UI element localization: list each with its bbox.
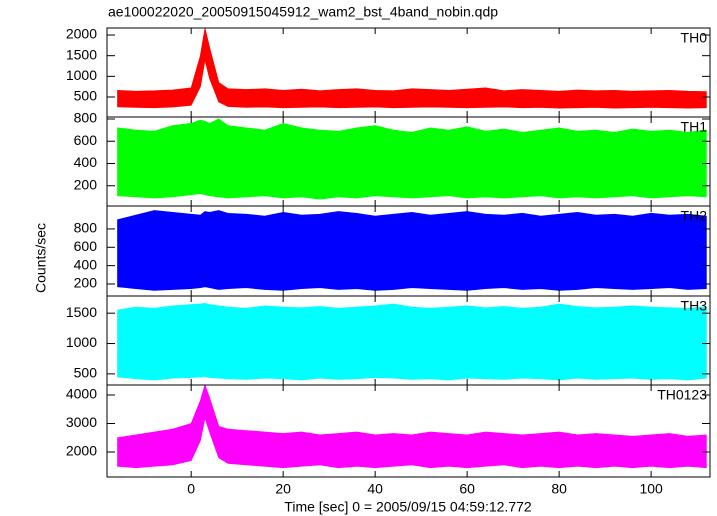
x-tick-label: 40: [367, 481, 383, 497]
y-tick-label: 500: [74, 88, 98, 104]
signal-band: [117, 210, 707, 291]
x-tick-label: 60: [459, 481, 475, 497]
y-tick-label: 800: [74, 220, 98, 236]
panel-label: TH0123: [657, 387, 707, 403]
signal-band: [117, 303, 707, 381]
y-tick-label: 1000: [66, 67, 97, 83]
panel-label: TH3: [681, 298, 708, 314]
x-tick-label: 0: [187, 481, 195, 497]
y-tick-label: 200: [74, 176, 98, 192]
y-tick-label: 400: [74, 256, 98, 272]
panel-label: TH1: [681, 119, 708, 135]
panel-frame: [106, 384, 711, 478]
signal-band: [117, 118, 707, 200]
y-tick-label: 500: [74, 365, 98, 381]
x-tick-label: 20: [275, 481, 291, 497]
y-tick-label: 400: [74, 154, 98, 170]
y-tick-label: 3000: [66, 414, 97, 430]
y-tick-label: 2000: [66, 26, 97, 42]
x-tick-label: 100: [639, 481, 663, 497]
x-axis-label: Time [sec] 0 = 2005/09/15 04:59:12.772: [284, 499, 532, 515]
panel-label: TH2: [681, 208, 708, 224]
chart-title: ae100022020_20050915045912_wam2_bst_4ban…: [108, 4, 498, 20]
y-tick-label: 600: [74, 238, 98, 254]
y-tick-label: 1000: [66, 334, 97, 350]
y-tick-label: 200: [74, 275, 98, 291]
y-tick-label: 800: [74, 110, 98, 126]
y-tick-label: 4000: [66, 386, 97, 402]
y-tick-label: 600: [74, 132, 98, 148]
y-tick-label: 2000: [66, 443, 97, 459]
y-axis-label: Counts/sec: [33, 223, 49, 293]
signal-band: [117, 383, 707, 469]
y-tick-label: 1500: [66, 46, 97, 62]
panel-label: TH0: [681, 30, 708, 46]
signal-band: [117, 28, 707, 109]
y-tick-label: 1500: [66, 304, 97, 320]
x-tick-label: 80: [551, 481, 567, 497]
